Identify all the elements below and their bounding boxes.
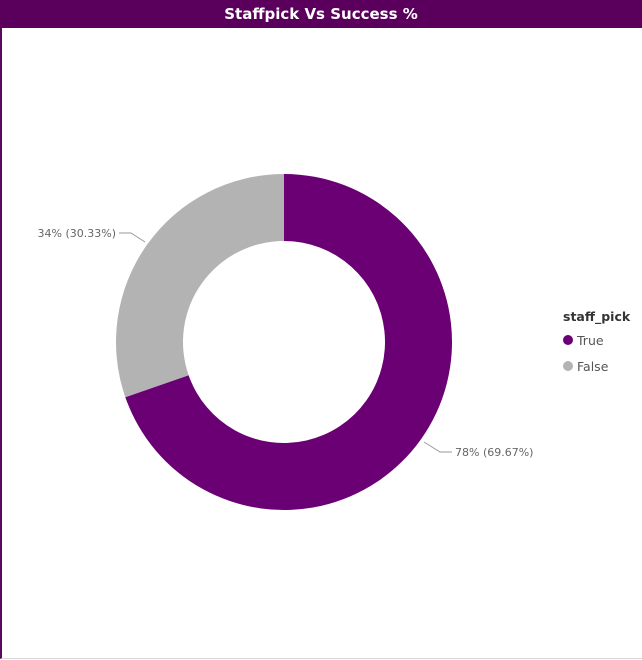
leader-line-true [423, 441, 452, 453]
legend: staff_pick True False [563, 309, 630, 382]
legend-swatch-true [563, 335, 573, 345]
legend-title: staff_pick [563, 309, 631, 324]
legend-label-false: False [577, 358, 609, 374]
legend-item-true[interactable]: True [563, 330, 630, 350]
legend-item-false[interactable]: False [563, 356, 630, 376]
chart-title: Staffpick Vs Success % [0, 0, 642, 28]
legend-swatch-false [563, 361, 573, 371]
donut-slice-true[interactable] [125, 174, 452, 510]
legend-label-true: True [577, 332, 604, 348]
leader-line-false [119, 232, 146, 243]
donut-slice-false[interactable] [115, 174, 285, 398]
data-label-true: 78% (69.67%) [455, 446, 533, 459]
data-label-false: 34% (30.33%) [38, 227, 116, 240]
